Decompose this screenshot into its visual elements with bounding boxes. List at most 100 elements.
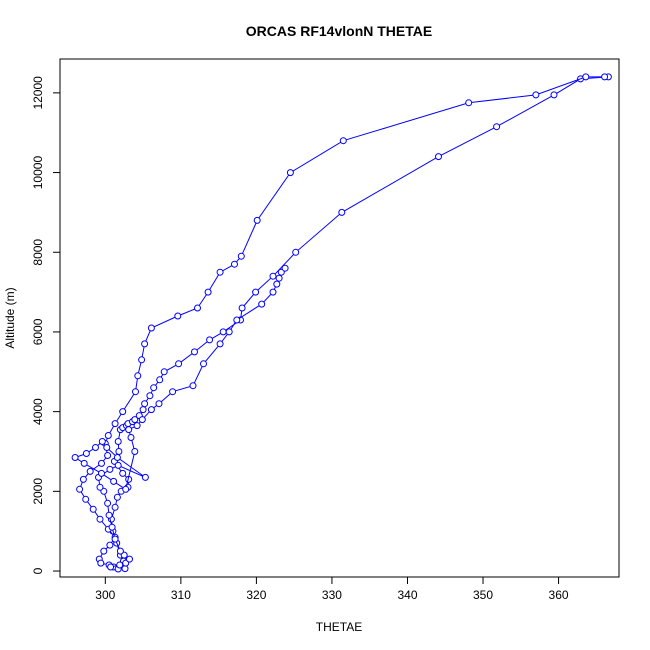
data-point — [115, 448, 123, 455]
data-point — [175, 360, 183, 368]
data-point — [292, 248, 300, 256]
data-point — [100, 547, 108, 555]
data-point — [150, 384, 158, 392]
data-point — [216, 268, 224, 276]
data-point — [98, 459, 105, 467]
data-point — [106, 541, 114, 549]
data-point — [174, 312, 182, 320]
x-axis: 300 310 320 330 340 350 360 — [95, 577, 569, 602]
data-point — [147, 324, 155, 332]
data-point — [97, 559, 105, 567]
data-point — [131, 416, 139, 424]
y-tick-label: 0 — [31, 567, 45, 574]
data-point — [89, 505, 97, 513]
data-point — [233, 316, 241, 324]
y-tick-label: 6000 — [31, 318, 45, 345]
data-point — [113, 493, 121, 501]
data-point — [139, 406, 147, 414]
data-point — [269, 288, 277, 296]
data-point — [119, 408, 127, 416]
data-point — [116, 561, 124, 569]
data-point — [435, 153, 442, 161]
data-point — [134, 372, 142, 380]
data-point — [286, 169, 294, 177]
data-point — [281, 264, 289, 272]
data-point — [132, 388, 139, 396]
x-tick-label: 310 — [171, 588, 191, 602]
data-point — [465, 99, 473, 107]
y-axis-label: Altitude (m) — [3, 287, 17, 348]
y-tick-label: 12000 — [31, 76, 45, 110]
x-tick-label: 340 — [397, 588, 417, 602]
data-point — [601, 73, 609, 81]
data-point — [258, 300, 266, 308]
data-point — [189, 382, 197, 390]
data-point — [106, 465, 114, 473]
data-point — [231, 260, 238, 268]
x-axis-label: THETAE — [316, 620, 362, 634]
data-point — [131, 448, 139, 455]
data-point — [126, 555, 133, 563]
x-tick-label: 350 — [473, 588, 493, 602]
data-point — [200, 360, 207, 368]
data-point — [82, 495, 90, 503]
data-point — [107, 563, 115, 571]
data-point — [339, 137, 347, 145]
data-point — [98, 438, 106, 445]
data-point — [110, 477, 118, 485]
data-point — [133, 422, 141, 430]
data-point — [206, 336, 214, 344]
data-point — [238, 304, 246, 312]
data-point — [80, 459, 88, 467]
data-point — [146, 392, 154, 400]
data-point — [119, 469, 127, 477]
data-point — [269, 272, 277, 280]
y-tick-label: 2000 — [31, 478, 45, 505]
data-point — [111, 420, 119, 428]
data-point — [86, 467, 94, 475]
data-point — [237, 252, 245, 260]
data-point — [493, 123, 501, 131]
data-point — [82, 450, 90, 457]
data-point — [219, 328, 227, 336]
data-point — [273, 280, 281, 288]
data-point — [98, 469, 105, 477]
data-point — [92, 444, 99, 451]
data-point — [138, 356, 146, 364]
data-point — [156, 376, 164, 384]
data-point — [191, 348, 198, 356]
data-point — [111, 503, 119, 511]
data-point — [113, 454, 121, 461]
data-point — [252, 288, 260, 296]
data-point — [550, 91, 558, 99]
data-point — [582, 73, 590, 81]
x-tick-label: 330 — [322, 588, 342, 602]
data-point — [104, 432, 112, 439]
series-layer — [71, 73, 612, 573]
data-point — [108, 523, 116, 531]
data-point — [104, 452, 112, 459]
data-point — [253, 216, 261, 224]
data-point — [111, 535, 119, 543]
data-point — [103, 444, 111, 451]
data-point — [155, 400, 163, 408]
y-axis: 0 2000 4000 6000 8000 10000 12000 — [31, 76, 60, 574]
data-point — [532, 91, 540, 99]
data-point — [104, 499, 112, 507]
plot-frame — [59, 58, 620, 578]
data-point — [105, 511, 113, 519]
data-point — [194, 304, 201, 312]
data-point — [116, 547, 124, 555]
data-point — [216, 340, 224, 348]
data-point — [122, 485, 130, 493]
data-point — [127, 434, 135, 441]
data-point — [138, 416, 146, 424]
data-point — [79, 475, 87, 483]
data-point — [96, 483, 104, 491]
data-point — [204, 288, 212, 296]
x-tick-label: 320 — [246, 588, 266, 602]
data-point — [114, 461, 122, 469]
y-tick-label: 4000 — [31, 398, 45, 425]
series-2 — [76, 73, 609, 573]
